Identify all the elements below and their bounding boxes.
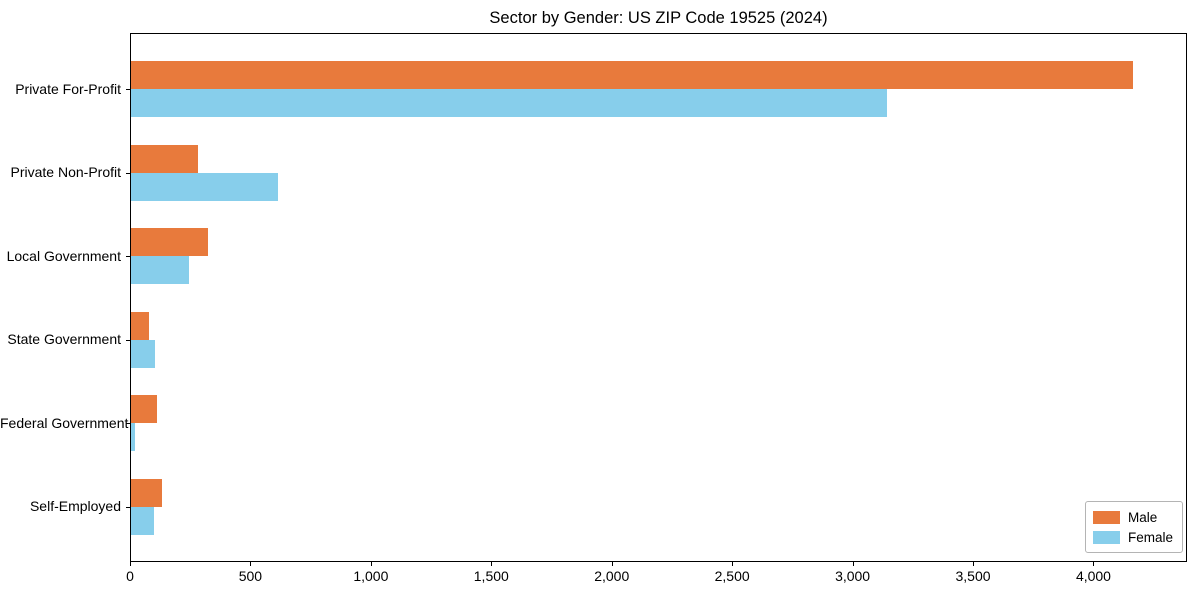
bar-female-private-for-profit xyxy=(131,89,888,117)
y-tick-label: Private For-Profit xyxy=(15,80,121,97)
x-tick-label: 2,500 xyxy=(714,568,750,584)
x-tick-mark xyxy=(732,562,734,566)
x-tick-mark xyxy=(973,562,975,566)
x-tick-label: 0 xyxy=(126,568,134,584)
x-tick-mark xyxy=(250,562,252,566)
bar-male-private-for-profit xyxy=(131,61,1133,89)
x-tick-mark xyxy=(852,562,854,566)
y-tick-label: Local Government xyxy=(6,247,121,264)
bar-male-local-government xyxy=(131,228,209,256)
bar-female-federal-government xyxy=(131,423,136,451)
y-tick-label: Private Non-Profit xyxy=(10,164,121,180)
y-tick-mark xyxy=(126,172,130,174)
x-tick-label: 4,000 xyxy=(1075,568,1111,584)
x-tick-mark xyxy=(611,562,613,566)
y-tick-label: Self-Employed xyxy=(29,498,121,514)
x-tick-mark xyxy=(130,562,131,566)
x-tick-label: 3,500 xyxy=(955,568,991,584)
chart-title: Sector by Gender: US ZIP Code 19525 (202… xyxy=(489,9,828,27)
legend: Male Female xyxy=(1084,501,1183,553)
y-tick-label: Federal Government xyxy=(0,414,129,431)
x-tick-label: 1,000 xyxy=(353,568,389,584)
legend-label: Female xyxy=(1127,529,1173,545)
x-tick-label: 2,000 xyxy=(594,568,630,584)
bar-female-self-employed xyxy=(131,506,154,535)
y-tick-mark xyxy=(126,506,130,508)
bar-female-state-government xyxy=(131,339,156,368)
legend-swatch-male xyxy=(1092,510,1120,524)
y-tick-mark xyxy=(126,256,130,257)
bar-female-local-government xyxy=(131,256,189,284)
y-tick-label: State Government xyxy=(7,331,121,347)
bar-male-federal-government xyxy=(131,395,158,423)
bar-male-self-employed xyxy=(131,478,163,507)
legend-swatch-female xyxy=(1092,530,1120,544)
y-tick-mark xyxy=(126,339,130,341)
x-tick-mark xyxy=(1093,562,1095,566)
bar-female-private-non-profit xyxy=(131,172,278,201)
legend-entry-female: Female xyxy=(1092,527,1173,547)
legend-label: Male xyxy=(1127,509,1158,525)
bar-male-private-non-profit xyxy=(131,144,199,173)
x-tick-label: 3,000 xyxy=(835,568,871,584)
y-tick-mark xyxy=(126,423,130,424)
x-tick-label: 1,500 xyxy=(473,568,509,584)
x-tick-label: 500 xyxy=(238,568,263,584)
bar-male-state-government xyxy=(131,311,150,340)
plot-area: Male Female xyxy=(130,33,1187,562)
legend-entry-male: Male xyxy=(1092,507,1173,527)
y-tick-mark xyxy=(126,89,130,90)
x-tick-mark xyxy=(491,562,493,566)
x-tick-mark xyxy=(370,562,372,566)
